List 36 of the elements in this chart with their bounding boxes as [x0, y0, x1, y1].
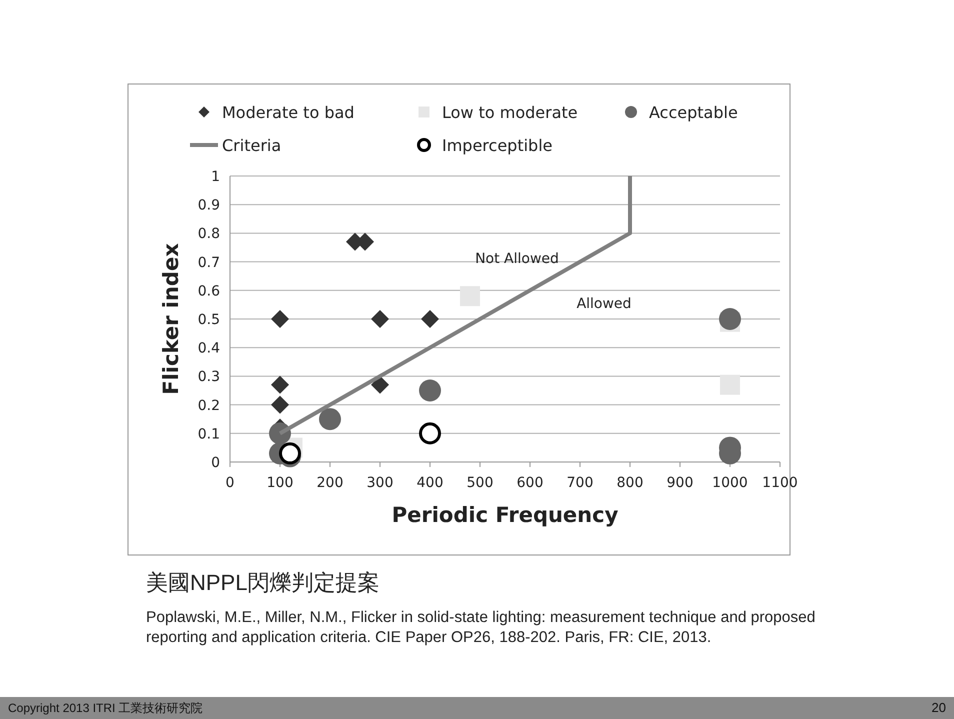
y-tick-label: 0.3 — [198, 369, 220, 386]
x-tick-label: 0 — [226, 475, 234, 491]
x-axis-title: Periodic Frequency — [392, 503, 619, 527]
y-tick-label: 0.1 — [198, 426, 220, 442]
x-tick-label: 700 — [566, 475, 594, 491]
legend-label: Moderate to bad — [222, 103, 354, 122]
y-tick-label: 1 — [211, 169, 220, 185]
x-tick-label: 600 — [516, 475, 544, 491]
x-tick-label: 200 — [316, 475, 344, 491]
y-tick-label: 0.5 — [198, 312, 220, 328]
y-axis-title: Flicker index — [159, 242, 183, 395]
x-tick-label: 1000 — [712, 475, 748, 491]
legend-label: Criteria — [222, 136, 282, 155]
x-tick-label: 1100 — [762, 475, 798, 491]
x-tick-label: 500 — [466, 475, 494, 491]
y-tick-label: 0.6 — [198, 283, 220, 300]
x-tick-label: 900 — [666, 475, 694, 491]
point — [719, 308, 741, 330]
x-tick-label: 100 — [266, 475, 294, 491]
legend-label: Low to moderate — [442, 103, 578, 122]
x-tick-label: 800 — [616, 475, 644, 491]
text: Copyright 2013 ITRI 工業技術研究院 — [8, 701, 203, 715]
y-tick-label: 0.8 — [198, 226, 220, 242]
y-tick-label: 0.2 — [198, 398, 220, 414]
y-tick-label: 0 — [211, 455, 220, 471]
y-tick-label: 0.9 — [198, 198, 220, 214]
y-tick-label: 0.4 — [198, 340, 220, 357]
text: Poplawski, M.E., Miller, N.M., Flicker in solid-state lighting: measurement technique and proposed reporting and application criteria. CIE Paper OP26, 188-202. Paris, FR: CIE, 2013. — [146, 608, 816, 648]
text: 美國NPPL閃爍判定提案 — [146, 569, 380, 597]
y-tick-label: 0.7 — [198, 254, 220, 271]
text: 20 — [932, 699, 946, 717]
legend-label: Acceptable — [649, 103, 738, 122]
point — [720, 374, 740, 395]
x-tick-label: 300 — [366, 475, 394, 491]
legend-label: Imperceptible — [442, 136, 552, 155]
x-tick-label: 400 — [416, 475, 444, 491]
